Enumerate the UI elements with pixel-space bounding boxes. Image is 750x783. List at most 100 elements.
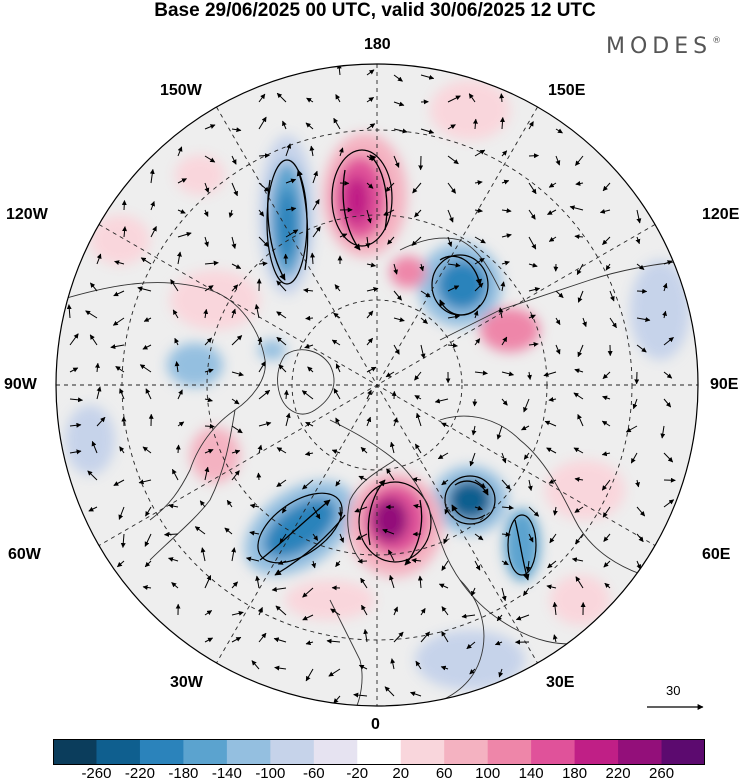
anomaly-positive [190,427,240,483]
wind-vectors [66,64,676,704]
map-border [55,63,699,707]
wind-arrow [552,601,558,616]
wind-arrow [420,74,435,80]
wind-arrow [256,472,262,481]
wind-arrow [171,468,179,481]
wind-arrow [119,388,125,400]
wind-arrow [528,262,538,268]
wind-arrow [255,575,261,589]
colorbar-swatch [531,739,576,765]
wind-arrow [528,287,541,292]
wind-arrow [636,506,646,517]
wind-arrow [635,479,640,488]
wind-arrow [328,668,341,677]
colorbar-swatch [53,739,97,765]
wind-arrow [660,425,666,439]
wind-arrow [88,506,98,512]
wind-arrow [258,93,266,103]
wind-arrow [231,398,240,405]
wind-arrow [361,604,368,616]
colorbar [53,739,705,765]
anomaly-negative [630,260,690,360]
wind-arrow [555,317,561,326]
wind-arrow [333,388,341,400]
wind-arrow [390,658,396,670]
wind-arrow [474,208,483,213]
wind-arrow [204,423,215,429]
wind-arrow [281,506,287,514]
wind-arrow [413,503,422,509]
wind-arrow [114,260,125,266]
wind-arrow [547,560,557,569]
wind-arrow [334,284,341,292]
wind-arrow [366,123,376,130]
wind-arrow [501,560,509,566]
wind-arrow [569,205,584,211]
wind-arrow [279,533,287,544]
wind-arrow [231,284,239,292]
wind-arrow [312,170,318,184]
wind-arrow [582,317,587,328]
anomaly-positive [175,155,225,195]
wind-arrow [275,605,287,616]
wind-arrow [636,209,642,224]
wind-arrow [417,575,423,589]
wind-arrow [231,547,237,562]
wind-arrow [117,560,125,568]
wind-arrow [574,476,584,482]
wind-arrow [258,182,270,192]
wind-arrow [469,452,476,467]
wind-arrow [468,93,476,103]
wind-arrow [174,337,179,346]
wind-arrow [204,466,210,481]
wind-arrow [501,179,510,185]
wind-arrow [663,499,675,508]
wind-arrow [412,182,422,194]
wind-arrow [415,660,422,670]
wind-arrow [360,577,368,589]
meridian-label-60w: 60W [8,546,41,563]
wind-arrow [555,128,563,134]
wind-arrow [576,263,584,276]
wind-arrow [635,236,641,245]
wind-arrow [496,425,503,440]
meridian-label-30w: 30W [170,674,203,691]
wind-arrow [203,308,209,319]
wind-arrow [574,234,584,240]
wind-arrow [335,94,341,103]
wind-arrow [599,208,611,214]
wind-arrow [501,505,514,511]
wind-arrow [113,479,125,486]
wind-arrow [548,396,557,402]
wind-arrow [304,451,314,457]
wind-arrow [447,95,461,103]
wind-arrow [310,252,316,265]
wind-arrow [527,479,533,491]
wind-arrow [366,389,372,400]
wind-arrow [199,500,206,508]
wind-arrow [469,668,476,675]
wind-arrow [474,370,488,376]
wind-arrow [231,127,242,133]
wind-arrow [276,280,287,292]
wind-arrow [501,398,508,406]
wind-arrow [90,282,98,292]
wind-arrow [366,209,372,224]
wind-arrow [91,440,98,454]
wind-arrow [168,503,179,509]
colorbar-tick-label: 100 [475,765,501,782]
wind-arrow [474,149,486,157]
wind-arrow [177,146,183,157]
wind-arrow [525,560,531,572]
wind-arrow [473,310,479,319]
wind-arrow [609,290,615,302]
wind-arrow [113,290,125,297]
wind-arrow [204,236,209,247]
wind-arrow [474,180,483,186]
wind-arrow [528,341,539,347]
wind-arrow [285,143,292,157]
meridian-label-120w: 120W [6,206,48,223]
wind-arrow [447,155,459,165]
wind-arrow [544,420,557,427]
wind-arrow [305,640,314,646]
